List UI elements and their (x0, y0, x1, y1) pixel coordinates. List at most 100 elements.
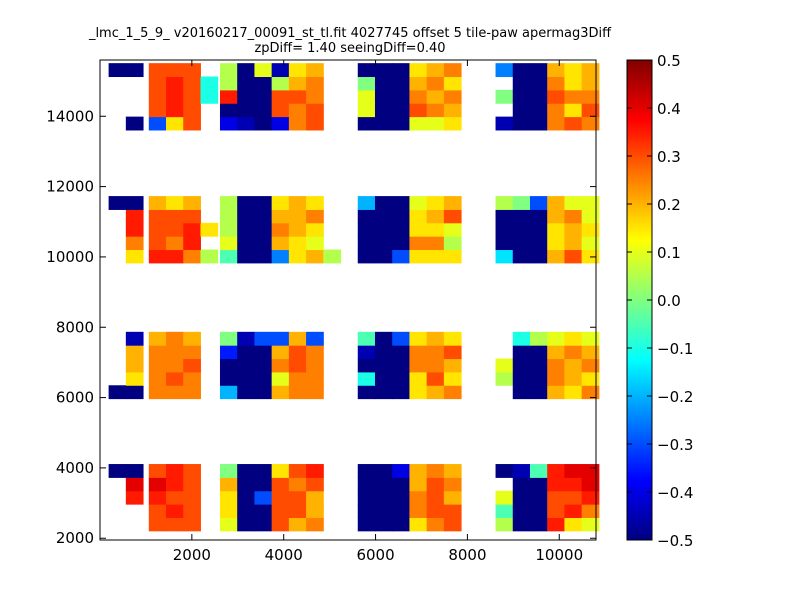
heatmap-cell (148, 89, 167, 104)
heatmap-cell (547, 371, 565, 386)
heatmap-cell (374, 209, 393, 224)
heatmap-cell (512, 89, 531, 104)
heatmap-cell (183, 345, 201, 360)
colorbar-ticks: −0.5 −0.4 −0.3 −0.2 −0.1 0.0 0.1 0.2 0.3 0.4 0.5 (627, 52, 693, 550)
chart-subtitle: zpDiff= 1.40 seeingDiff=0.40 (254, 41, 445, 56)
heatmap-cell (288, 477, 307, 492)
heatmap-cell (564, 331, 583, 346)
heatmap-cell (166, 504, 184, 518)
heatmap-cell (392, 517, 410, 532)
heatmap-cell (529, 63, 548, 78)
heatmap-cell (426, 196, 445, 210)
heatmap-cell (529, 222, 548, 237)
heatmap-cell (306, 358, 324, 373)
heatmap-cell (219, 209, 238, 224)
heatmap-cell (409, 371, 428, 386)
heatmap-cell (125, 358, 144, 373)
heatmap-cell (529, 490, 548, 505)
heatmap-cell (374, 371, 393, 386)
heatmap-cell (323, 249, 342, 264)
heatmap-cell (564, 477, 583, 492)
heatmap-cell (148, 116, 167, 131)
heatmap-cell (512, 103, 531, 118)
heatmap-cell (271, 209, 290, 224)
heatmap-cell (529, 345, 548, 360)
heatmap-cell (254, 358, 273, 373)
heatmap-cell (357, 464, 376, 478)
x-tick-label: 6000 (356, 546, 394, 564)
heatmap-cell (148, 209, 167, 224)
heatmap-cell (564, 249, 583, 264)
heatmap-cell (443, 385, 462, 400)
heatmap-cell (409, 209, 428, 224)
heatmap-cell (288, 464, 307, 478)
heatmap-cell (166, 358, 184, 373)
heatmap-cell (392, 236, 410, 251)
heatmap-cell (271, 63, 290, 78)
heatmap-cell (306, 209, 324, 224)
heatmap-cell (237, 116, 255, 131)
heatmap-cell (254, 76, 273, 91)
heatmap-cell (374, 89, 393, 104)
heatmap-cell (547, 490, 565, 505)
heatmap-cell (125, 371, 144, 386)
heatmap-cell (125, 464, 144, 478)
heatmap-cell (357, 385, 376, 400)
heatmap-cell (564, 103, 583, 118)
heatmap-cell (581, 517, 600, 532)
heatmap-cell (288, 249, 307, 264)
y-tick-label: 2000 (56, 529, 94, 547)
plot-frame (99, 59, 597, 541)
y-tick-label: 10000 (46, 248, 94, 266)
heatmap-cell (581, 331, 600, 346)
heatmap-cell (271, 76, 290, 91)
heatmap-cell (426, 371, 445, 386)
heatmap-cell (148, 385, 167, 400)
heatmap-cell (219, 116, 238, 131)
heatmap-cell (529, 76, 548, 91)
heatmap-cell (306, 517, 324, 532)
heatmap-cell (374, 358, 393, 373)
colorbar-tick-label: −0.3 (657, 436, 693, 454)
heatmap-cell (357, 477, 376, 492)
heatmap-cell (495, 504, 514, 518)
heatmap-cell (426, 517, 445, 532)
heatmap-cell (254, 236, 273, 251)
heatmap-cell (512, 345, 531, 360)
heatmap-cell (564, 89, 583, 104)
heatmap-cell (443, 490, 462, 505)
plot-area (99, 59, 600, 541)
heatmap-cell (443, 517, 462, 532)
heatmap-cell (237, 196, 255, 210)
heatmap-cell (512, 63, 531, 78)
heatmap-cell (443, 209, 462, 224)
heatmap-cell (254, 504, 273, 518)
heatmap-cell (392, 504, 410, 518)
heatmap-cell (564, 490, 583, 505)
heatmap-cell (183, 63, 201, 78)
heatmap-cell (374, 249, 393, 264)
heatmap-cell (547, 504, 565, 518)
heatmap-cell (237, 490, 255, 505)
heatmap-cell (148, 517, 167, 532)
heatmap-cell (443, 249, 462, 264)
heatmap-cell (166, 249, 184, 264)
x-tick-label: 2000 (173, 546, 211, 564)
heatmap-cell (529, 103, 548, 118)
heatmap-cell (374, 517, 393, 532)
heatmap-cell (166, 517, 184, 532)
heatmap-cell (219, 517, 238, 532)
heatmap-cell (392, 477, 410, 492)
heatmap-cell (392, 63, 410, 78)
colorbar-tick-label: 0.2 (657, 196, 681, 214)
heatmap-cell (392, 371, 410, 386)
heatmap-cell (166, 76, 184, 91)
heatmap-cell (495, 89, 514, 104)
heatmap-cell (374, 222, 393, 237)
heatmap-cell (271, 477, 290, 492)
heatmap-cell (512, 490, 531, 505)
heatmap-cell (271, 89, 290, 104)
heatmap-cell (512, 222, 531, 237)
heatmap-cell (183, 236, 201, 251)
heatmap-cell (357, 236, 376, 251)
